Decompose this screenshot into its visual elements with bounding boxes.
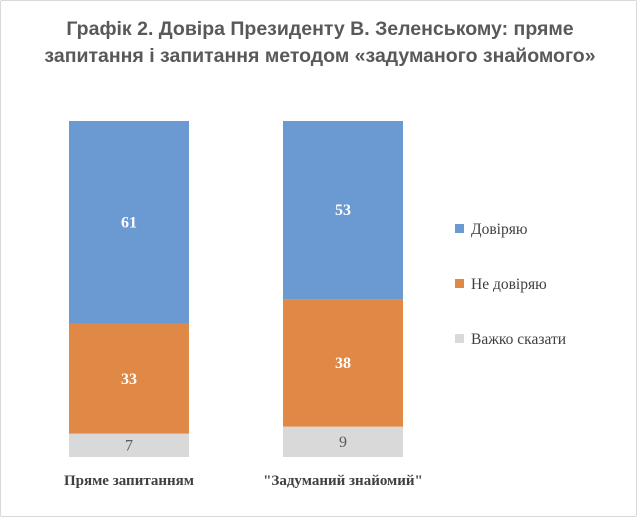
legend-label-2: Не довіряю — [471, 276, 547, 293]
legend-swatch-3 — [455, 334, 464, 343]
category-label-1: Пряме запитанням — [64, 473, 194, 489]
bar-1-segment-3 — [69, 433, 189, 457]
chart-title-line-1: Графік 2. Довіра Президенту В. Зеленсько… — [66, 18, 574, 40]
data-label-bar-2-segment-3: 9 — [339, 434, 347, 451]
bar-1-segment-1 — [69, 121, 189, 324]
legend-label-1: Довіряю — [471, 221, 527, 238]
chart-title-line-2: запитання і запитання методом «задуманог… — [44, 45, 596, 67]
bar-2-segment-2 — [283, 299, 403, 427]
legend-swatch-2 — [455, 279, 464, 288]
data-label-bar-1-segment-3: 7 — [125, 437, 133, 454]
chart-title: Графік 2. Довіра Президенту В. Зеленсько… — [0, 16, 640, 70]
data-label-bar-1-segment-2: 33 — [121, 371, 137, 388]
bar-2-segment-1 — [283, 121, 403, 300]
bar-1-segment-2 — [69, 323, 189, 434]
bar-2-segment-3 — [283, 426, 403, 457]
data-label-bar-2-segment-2: 38 — [335, 355, 351, 372]
data-label-bar-2-segment-1: 53 — [335, 202, 351, 219]
legend-swatch-1 — [455, 224, 464, 233]
legend-label-3: Важко сказати — [471, 331, 566, 348]
data-label-bar-1-segment-1: 61 — [121, 214, 137, 231]
category-label-2: "Задуманий знайомий" — [263, 473, 423, 489]
